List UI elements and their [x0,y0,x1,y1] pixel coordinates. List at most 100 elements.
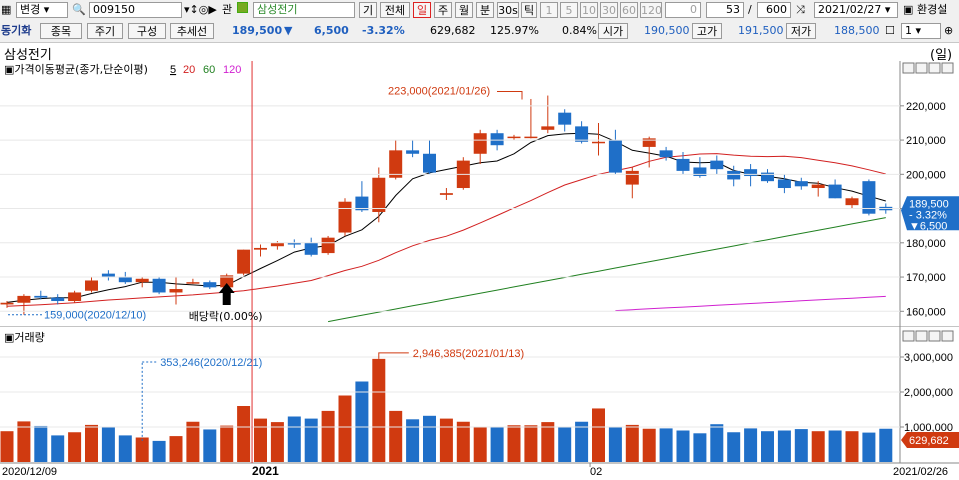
candle-body [659,150,673,158]
volume-bar [355,381,369,462]
period-minute[interactable]: 분 [476,2,494,18]
volume-bar [34,425,48,462]
env-button[interactable]: 환경설 [917,3,948,16]
candle-body [473,133,487,154]
candle-body [321,237,335,254]
volume-bar [828,430,842,462]
candle-body [34,295,48,298]
minute-5[interactable]: 5 [560,2,578,18]
stock-menu-icon[interactable]: ▾↕◎▶ [184,3,217,16]
sync-label[interactable]: 동기화 [1,24,32,37]
volume-bar [558,427,572,462]
candle-body [0,302,14,305]
period-day[interactable]: 일 [413,2,431,18]
candle-body [254,247,267,250]
candle-body [406,150,420,154]
volume-bar [287,416,301,462]
candle-body [541,126,555,130]
current-price: 189,500 [232,24,283,37]
pane-minimize-icon-volume [902,330,915,342]
info-toolbar: 동기화 종목 주기 구성 추세선 189,500 ▼ 6,500 -3.32% … [0,20,959,43]
stock-name: 삼성전기 [257,3,298,16]
minute-30[interactable]: 30 [600,2,618,18]
tag-icon[interactable] [237,2,248,18]
count-input[interactable]: 53 [706,2,744,18]
grid-icon[interactable]: ▦ [1,3,12,16]
basic-button[interactable]: 기 [359,2,377,18]
period-month[interactable]: 월 [455,2,473,18]
volume-bar [406,419,420,462]
stock-chart[interactable]: 160,000170,000180,000190,000200,000210,0… [0,61,959,480]
tab-item[interactable]: 종목 [40,23,82,39]
candle-body [524,136,538,139]
tab-trendline[interactable]: 추세선 [170,23,214,39]
zero-field[interactable]: 0 [665,2,701,18]
pane-minimize-icon [902,62,915,74]
minute-1[interactable]: 1 [540,2,558,18]
pane-restore-icon [928,62,941,74]
high-annotation: 223,000(2021/01/26) [388,86,490,98]
minute-120[interactable]: 120 [640,2,662,18]
main-toolbar: ▦ 변경 ▾ 🔍 009150 ▾↕◎▶ 관 삼성전기 기 전체 일 주 월 분… [0,0,959,21]
candle-body [710,160,724,170]
total-value: 600 [766,3,787,16]
candle-body [592,141,605,144]
period-30s[interactable]: 30s [497,2,519,18]
dividend-annotation: 배당락(0.00%) [189,310,263,323]
tab-period[interactable]: 주기 [87,23,123,39]
change-dropdown[interactable]: 변경 ▾ [16,2,68,18]
high-annotation-arrow [497,91,523,100]
count-value: 53 [726,3,740,16]
pane-count-select[interactable]: 1 ▾ [901,23,941,39]
slash: / [748,3,752,16]
volume-bar [693,433,707,462]
volume-bar [862,432,876,462]
period-week[interactable]: 주 [434,2,452,18]
total-input[interactable]: 600 [757,2,791,18]
tab-compose[interactable]: 구성 [128,23,166,39]
candle-body [203,282,217,288]
checkbox[interactable]: ☐ [885,24,895,37]
code-input[interactable]: 009150 [89,2,182,18]
volume-tick-label: 1,000,000 [904,422,953,434]
rel-button[interactable]: 관 [222,3,233,16]
period-tick[interactable]: 틱 [521,2,537,18]
chart-sync-icon[interactable]: ⤨ [796,3,805,16]
volume-bar [845,431,859,462]
price-tick-label: 210,000 [906,135,946,147]
price-pane-bg [0,61,959,327]
x-tick-label-start: 2020/12/09 [2,466,57,478]
add-pane-icon[interactable]: ⊕ [944,24,954,37]
minute-60[interactable]: 60 [620,2,638,18]
minute-10[interactable]: 10 [580,2,598,18]
legend-period-5: 5 [170,64,176,76]
volume-bar [101,427,115,462]
rate-value: 0.84% [562,24,597,37]
candle-body [676,158,690,171]
price-tick-label: 170,000 [906,272,946,284]
x-tick-label-end: 2021/02/26 [893,466,948,478]
low-value: 188,500 [834,24,880,37]
volume-bar [186,421,200,462]
volume-bar [490,427,504,462]
last-price-tag-change: ▼6,500 [909,220,947,232]
zero-value: 0 [690,3,697,16]
change-pct: -3.32% [362,24,405,37]
volume-bar [761,431,774,462]
price-tick-label: 220,000 [906,101,946,113]
open-value: 190,500 [644,24,690,37]
volume-bar [203,429,217,462]
volume-bar [152,440,166,462]
save-icon[interactable]: ▣ [903,3,914,16]
volume-bar [676,430,690,462]
candle-body [727,170,741,180]
candle-body [794,181,808,187]
high-label: 고가 [692,23,722,39]
search-icon[interactable]: 🔍 [72,3,86,16]
all-button[interactable]: 전체 [380,2,410,18]
volume-bar [659,428,673,462]
candle-body [287,242,301,245]
price-tick-label: 180,000 [906,238,946,250]
volume-bar [642,428,656,462]
date-input[interactable]: 2021/02/27 ▾ [814,2,898,18]
